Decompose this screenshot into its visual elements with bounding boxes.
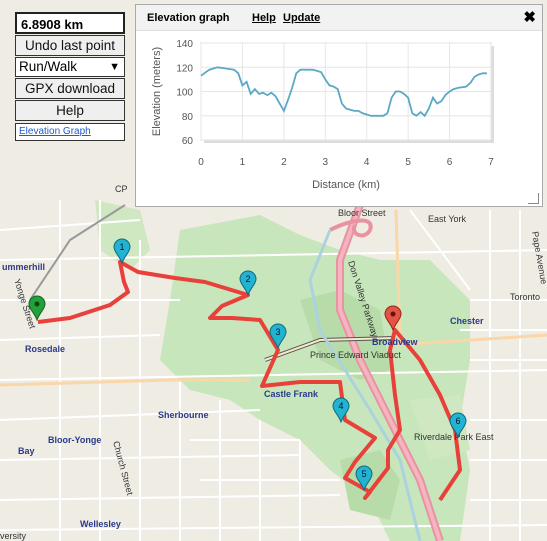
graph-update-link[interactable]: Update xyxy=(283,12,321,24)
label-broadview: Broadview xyxy=(372,337,419,347)
label-bay: Bay xyxy=(18,446,35,456)
x-tick-label: 5 xyxy=(405,157,411,168)
waypoint-marker-2[interactable]: 2 xyxy=(239,270,257,297)
control-panel: 6.8908 km Undo last point Run/Walk ▼ GPX… xyxy=(15,12,125,141)
y-tick-label: 120 xyxy=(176,63,193,74)
elevation-chart: 60 80 100 120 140 0 1 2 3 4 5 6 7 Distance (km) Elevat… xyxy=(151,39,494,191)
x-tick-label: 4 xyxy=(364,157,370,168)
y-axis-label: Elevation (meters) xyxy=(151,47,163,136)
x-tick-label: 2 xyxy=(281,157,287,168)
waypoint-marker-6[interactable]: 6 xyxy=(449,412,467,439)
x-tick-label: 6 xyxy=(447,157,453,168)
x-tick-label: 0 xyxy=(198,157,204,168)
label-chester: Chester xyxy=(450,316,484,326)
chevron-down-icon: ▼ xyxy=(109,61,120,73)
label-bloor-street: Bloor Street xyxy=(338,208,386,218)
graph-header: Elevation graph Help Update ✖ xyxy=(136,5,542,31)
label-prince-edward: Prince Edward Viaduct xyxy=(310,350,401,360)
label-summerhill: ummerhill xyxy=(2,262,45,272)
label-bloor-yonge: Bloor-Yonge xyxy=(48,435,101,445)
elevation-graph-window: Elevation graph Help Update ✖ 60 80 100 120… xyxy=(135,4,543,207)
label-riverdale: Riverdale Park East xyxy=(414,432,494,442)
waypoint-marker-3[interactable]: 3 xyxy=(269,323,287,350)
graph-title: Elevation graph xyxy=(147,12,230,24)
svg-text:5: 5 xyxy=(361,469,366,479)
label-castle-frank: Castle Frank xyxy=(264,389,319,399)
x-axis-label: Distance (km) xyxy=(312,179,380,191)
x-tick-label: 1 xyxy=(240,157,246,168)
label-east-york: East York xyxy=(428,214,467,224)
mode-select[interactable]: Run/Walk ▼ xyxy=(15,57,125,77)
label-university: versity xyxy=(0,531,27,541)
y-tick-label: 60 xyxy=(182,136,194,147)
y-tick-label: 100 xyxy=(176,88,193,99)
elevation-line xyxy=(200,66,487,118)
close-icon[interactable]: ✖ xyxy=(523,9,536,26)
distance-display: 6.8908 km xyxy=(15,12,125,34)
label-sherbourne: Sherbourne xyxy=(158,410,209,420)
svg-text:1: 1 xyxy=(119,242,124,252)
y-tick-label: 140 xyxy=(176,39,193,50)
label-rosedale: Rosedale xyxy=(25,344,65,354)
undo-button[interactable]: Undo last point xyxy=(15,35,125,56)
x-tick-label: 3 xyxy=(323,157,329,168)
route-line xyxy=(37,260,462,502)
svg-text:3: 3 xyxy=(275,327,280,337)
label-wellesley: Wellesley xyxy=(80,519,121,529)
waypoint-marker-5[interactable]: 5 xyxy=(355,465,373,492)
mode-select-value: Run/Walk xyxy=(19,59,78,74)
x-tick-label: 7 xyxy=(488,157,494,168)
y-tick-label: 80 xyxy=(182,112,194,123)
svg-text:2: 2 xyxy=(245,274,250,284)
waypoint-marker-1[interactable]: 1 xyxy=(113,238,131,265)
start-marker-icon[interactable] xyxy=(28,295,46,322)
ravine-park xyxy=(160,215,470,541)
waypoint-marker-4[interactable]: 4 xyxy=(332,397,350,424)
elevation-graph-link[interactable]: Elevation Graph xyxy=(15,123,125,141)
gpx-download-button[interactable]: GPX download xyxy=(15,78,125,99)
svg-text:4: 4 xyxy=(338,401,343,411)
svg-text:6: 6 xyxy=(455,416,460,426)
label-cp: CP xyxy=(115,184,128,194)
graph-help-link[interactable]: Help xyxy=(252,12,276,24)
end-marker-icon[interactable] xyxy=(384,305,402,332)
help-button[interactable]: Help xyxy=(15,100,125,121)
resize-handle-icon[interactable] xyxy=(528,193,539,204)
label-toronto: Toronto xyxy=(510,292,540,302)
